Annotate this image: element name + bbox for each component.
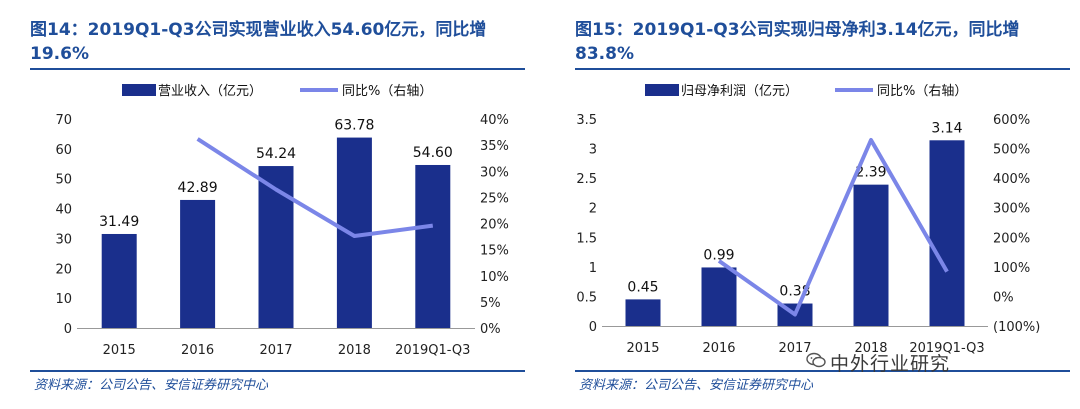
y-right-tick-label: 40%	[480, 113, 509, 128]
net-profit-chart: 归母净利润（亿元） 同比%（右轴） 0 0.5 1 1.5 2 2.5 3 3.5 (100%) 0%…	[576, 84, 1040, 356]
y-left-tick-label: 2.5	[576, 172, 597, 187]
title-rule	[575, 68, 1070, 70]
y-left-tick-label: 60	[55, 143, 72, 158]
y-right-tick-label: 10%	[480, 270, 509, 285]
x-tick-label: 2018	[338, 343, 371, 358]
bar-data-label: 31.49	[99, 214, 139, 230]
y-left-tick-label: 0	[64, 322, 72, 337]
y-left-tick-label: 2	[589, 202, 597, 217]
bar-data-label: 0.99	[703, 247, 734, 263]
y-left-tick-label: 70	[55, 113, 72, 128]
y-left-tick-label: 1.5	[576, 231, 597, 246]
y-right-tick-label: 0%	[480, 322, 501, 337]
bar	[415, 164, 451, 328]
legend-line-label: 同比%（右轴）	[342, 84, 432, 99]
bar	[853, 184, 889, 326]
bar-data-label: 42.89	[178, 180, 218, 196]
x-tick-label: 2019Q1-Q3	[395, 343, 470, 358]
y-right-tick-label: 30%	[480, 165, 509, 180]
x-tick-label: 2018	[854, 341, 887, 356]
bar	[701, 267, 737, 326]
y-left-tick-label: 0	[589, 320, 597, 335]
y-left-tick-label: 3	[589, 143, 597, 158]
bar	[625, 299, 661, 326]
legend-bar-label: 归母净利润（亿元）	[681, 84, 798, 99]
legend-bar-swatch	[122, 84, 156, 96]
x-tick-label: 2015	[626, 341, 659, 356]
revenue-chart: 营业收入（亿元） 同比%（右轴） 0 10 20 30 40 50 60 70 0% 5% 10% 15%…	[55, 84, 509, 358]
bar	[101, 233, 137, 328]
bar-data-label: 54.24	[256, 146, 296, 162]
yoy-line	[717, 138, 949, 317]
bar-data-label: 0.45	[627, 279, 658, 295]
wechat-icon	[806, 352, 826, 368]
legend-bar-swatch	[645, 84, 679, 96]
y-right-tick-label: 200%	[993, 231, 1030, 246]
bar	[180, 199, 216, 328]
y-right-tick-label: 100%	[993, 261, 1030, 276]
y-right-tick-label: 600%	[993, 113, 1030, 128]
y-right-tick-label: 5%	[480, 296, 501, 311]
figure-14-source: 资料来源：公司公告、安信证券研究中心	[34, 378, 269, 393]
x-tick-label: 2015	[103, 343, 136, 358]
y-left-tick-label: 3.5	[576, 113, 597, 128]
figure-15-panel: 图15：2019Q1-Q3公司实现归母净利3.14亿元，同比增83.8% 归母净…	[545, 0, 1080, 409]
y-right-tick-label: 20%	[480, 218, 509, 233]
x-tick-label: 2019Q1-Q3	[909, 341, 984, 356]
x-tick-label: 2017	[259, 343, 292, 358]
y-left-tick-label: 40	[55, 203, 72, 218]
y-right-tick-label: 25%	[480, 191, 509, 206]
legend-bar-label: 营业收入（亿元）	[158, 84, 262, 99]
y-left-tick-label: 1	[589, 261, 597, 276]
bar	[929, 140, 965, 326]
bar-data-label: 2.39	[855, 165, 886, 181]
x-tick-label: 2016	[181, 343, 214, 358]
y-left-tick-label: 50	[55, 173, 72, 188]
bottom-rule	[30, 370, 525, 372]
figure-14-panel: 图14：2019Q1-Q3公司实现营业收入54.60亿元，同比增19.6% 营业…	[30, 20, 525, 393]
yoy-line	[196, 137, 434, 238]
y-right-tick-label: (100%)	[993, 320, 1040, 335]
watermark: 中外行业研究	[830, 353, 951, 375]
figure-15-source: 资料来源：公司公告、安信证券研究中心	[579, 378, 814, 393]
y-right-tick-label: 500%	[993, 143, 1030, 158]
bar-data-label: 54.60	[413, 145, 453, 161]
bar-data-label: 63.78	[334, 118, 374, 134]
y-left-tick-label: 10	[55, 292, 72, 307]
y-right-tick-label: 35%	[480, 139, 509, 154]
y-right-tick-label: 400%	[993, 172, 1030, 187]
figure-14-title: 图14：2019Q1-Q3公司实现营业收入54.60亿元，同比增19.6%	[30, 20, 487, 64]
y-right-tick-label: 0%	[993, 290, 1014, 305]
title-rule	[30, 68, 525, 70]
y-right-tick-label: 15%	[480, 244, 509, 259]
bottom-rule	[575, 370, 1070, 372]
figure-15-title: 图15：2019Q1-Q3公司实现归母净利3.14亿元，同比增83.8%	[575, 20, 1020, 64]
x-tick-label: 2017	[778, 341, 811, 356]
y-left-tick-label: 20	[55, 262, 72, 277]
legend-line-label: 同比%（右轴）	[877, 84, 967, 99]
y-left-tick-label: 0.5	[576, 290, 597, 305]
bar-data-label: 3.14	[931, 120, 962, 136]
bar	[258, 166, 294, 328]
x-tick-label: 2016	[702, 341, 735, 356]
y-right-tick-label: 300%	[993, 202, 1030, 217]
y-left-tick-label: 30	[55, 232, 72, 247]
